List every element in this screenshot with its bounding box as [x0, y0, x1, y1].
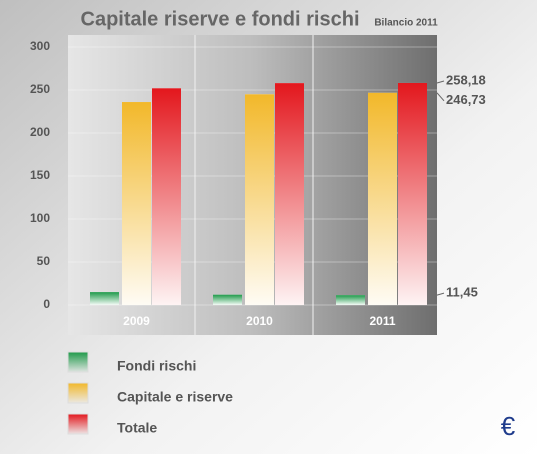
value-label: 258,18 [446, 72, 486, 87]
chart-subtitle: Bilancio 2011 [374, 18, 438, 29]
x-tick-label: 2010 [246, 314, 273, 328]
bar [275, 83, 304, 306]
legend-swatch [67, 413, 89, 435]
bar [90, 292, 119, 305]
bar [152, 88, 181, 305]
bar [398, 82, 427, 305]
currency-icon: € [501, 411, 516, 441]
bar [368, 92, 397, 306]
y-tick-label: 100 [30, 211, 50, 225]
value-label: 11,45 [446, 285, 478, 300]
leader-line [436, 92, 445, 102]
leader-line [436, 80, 445, 84]
bar [336, 295, 365, 305]
y-tick-label: 200 [30, 125, 50, 139]
chart-title: Capitale riserve e fondi rischi [81, 8, 360, 30]
y-tick-label: 50 [37, 254, 51, 268]
x-tick-label: 2009 [123, 314, 150, 328]
x-tick-label: 2011 [369, 314, 395, 328]
leader-line [436, 292, 445, 296]
legend-label: Fondi rischi [117, 358, 196, 374]
bar [245, 94, 274, 305]
value-label: 246,73 [446, 92, 486, 107]
y-tick-label: 0 [43, 297, 50, 311]
legend-label: Totale [117, 420, 157, 436]
bar [122, 102, 151, 305]
legend-swatch [67, 351, 89, 373]
y-tick-label: 300 [30, 39, 50, 53]
y-tick-label: 250 [30, 82, 50, 96]
legend-swatch [67, 382, 89, 404]
y-tick-label: 150 [30, 168, 50, 182]
bar [213, 294, 242, 305]
legend-label: Capitale e riserve [117, 389, 233, 405]
